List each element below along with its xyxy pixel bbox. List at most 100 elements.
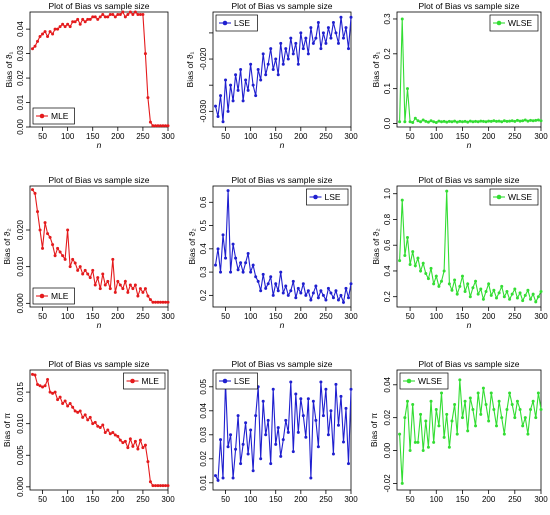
data-point [421,261,425,265]
legend-box [32,287,75,305]
y-tick-label: 0.2 [383,291,392,303]
data-point [447,445,451,449]
data-point [254,414,258,418]
data-point [276,426,280,430]
x-tick-label: 150 [86,312,100,321]
chart-title: Plot of Bias vs sample size [231,175,332,185]
data-point [101,272,105,276]
data-point [216,115,220,119]
data-point [536,295,540,299]
data-point [66,404,70,408]
data-point [246,251,250,255]
data-point [58,25,62,29]
data-point [113,433,117,437]
data-point [445,412,449,416]
chart-panel-1: Plot of Bias vs sample size 50 100 150 200 25… [4,1,175,150]
data-point [259,289,263,293]
data-point [341,300,345,304]
data-point [513,287,517,291]
data-point [398,432,402,436]
plot-frame [29,369,169,491]
data-point [36,210,40,214]
y-tick-label: 0.015 [16,382,25,403]
data-point [229,270,233,274]
data-point [111,431,115,435]
y-tick-label: 0.03 [16,45,25,61]
data-point [502,295,506,299]
data-point [284,418,288,422]
legend-marker [39,293,45,299]
y-tick-label: 0.04 [16,21,25,37]
x-axis-label: n [467,140,472,150]
x-tick-label: 300 [344,132,358,141]
legend-box [489,14,539,32]
chart-panel-7: Plot of Bias vs sample size 50 100 150 200 25… [2,359,175,504]
data-point [48,30,52,34]
legend-marker [222,378,228,384]
chart-panel-2: Plot of Bias vs sample size 50 100 150 200 25… [185,1,358,150]
data-point [529,407,533,411]
data-point [276,73,280,77]
data-point [76,410,80,414]
data-point [81,17,85,21]
x-tick-label: 100 [244,132,258,141]
x-tick-label: 50 [406,132,415,141]
x-tick-label: 50 [38,312,47,321]
x-tick-label: 250 [508,132,522,141]
data-point [471,120,475,124]
data-point [411,403,415,407]
x-tick-label: 250 [136,312,150,321]
x-tick-label: 100 [61,132,75,141]
chart-panel-6: Plot of Bias vs sample size 50 100 150 200 25… [371,175,548,330]
data-point [161,300,165,304]
data-point [281,438,285,442]
legend-label: LSE [234,18,250,28]
y-tick-label: 0.6 [199,196,208,208]
chart-panel-8: Plot of Bias vs sample size 50 100 150 200 25… [199,359,358,504]
data-point [286,57,290,61]
series-line [399,379,542,484]
x-tick-label: 100 [61,312,75,321]
data-point [63,399,67,403]
x-axis-label: n [280,140,285,150]
data-point [450,288,454,292]
y-tick-label: 0.005 [16,445,25,466]
y-tick-label: 0.000 [16,293,25,314]
data-point [447,282,451,286]
data-point [455,120,459,124]
data-point [264,73,268,77]
data-point [334,289,338,293]
chart-title: Plot of Bias vs sample size [48,1,149,11]
data-point [510,403,514,407]
data-point [400,17,404,21]
data-point [93,420,97,424]
data-point [229,83,233,87]
data-point [403,254,407,258]
data-point [513,416,517,420]
data-point [118,438,122,442]
data-point [309,26,313,30]
y-tick-label: 0.4 [199,243,208,255]
data-point [244,78,248,82]
y-tick-label: 0.04 [383,376,392,392]
data-point [111,257,115,261]
x-tick-label: 150 [269,132,283,141]
y-axis-label: Bias of ϑ₂ [187,228,197,264]
x-tick-label: 300 [161,495,175,504]
data-point [88,415,92,419]
x-tick-label: 50 [406,495,415,504]
data-point [234,447,238,451]
data-point [408,120,412,124]
data-point [424,419,428,423]
data-point [133,439,137,443]
data-point [304,293,308,297]
y-tick-label: 0.8 [383,213,392,225]
data-point [166,300,170,304]
data-point [128,10,132,14]
data-point [244,261,248,265]
data-point [481,297,485,301]
chart-title: Plot of Bias vs sample size [231,1,332,11]
data-point [219,270,223,274]
data-point [66,228,70,232]
data-point [31,47,35,51]
